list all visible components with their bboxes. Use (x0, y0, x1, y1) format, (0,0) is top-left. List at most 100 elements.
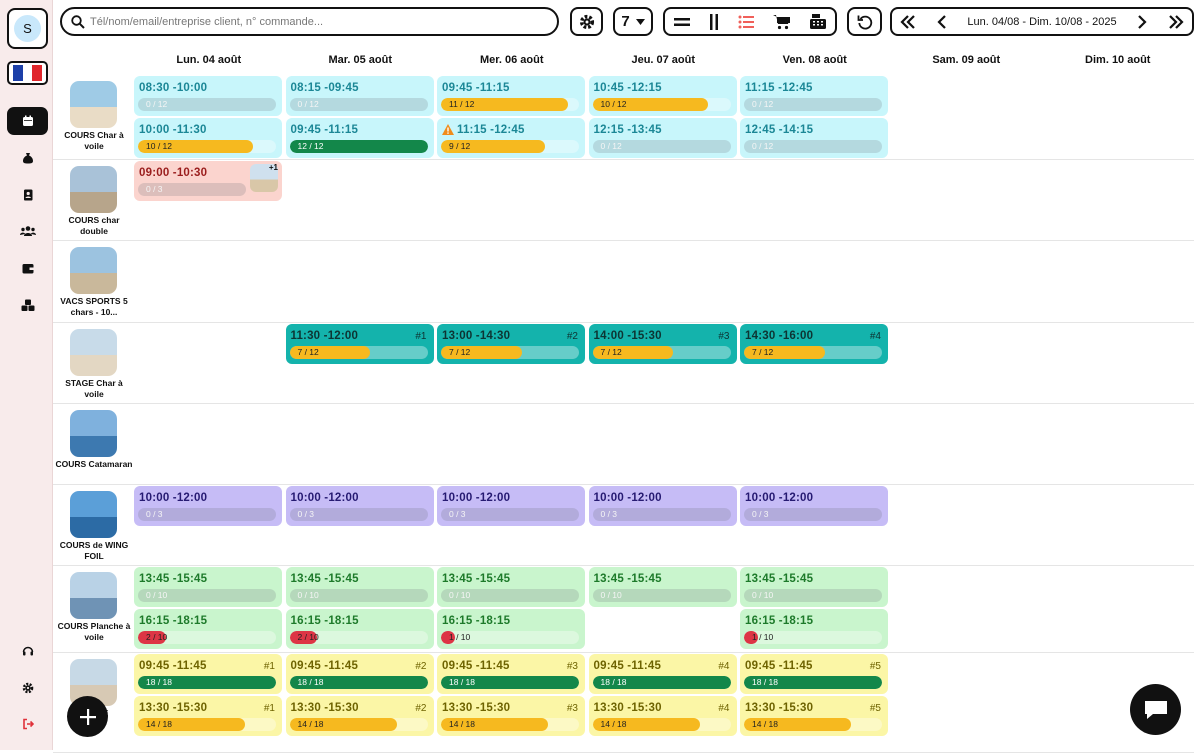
slot-card[interactable]: 16:15 -18:15 2 / 10 (134, 609, 282, 649)
days-select[interactable]: 7 (613, 7, 653, 36)
slot-card[interactable]: 09:45 -11:45 #5 18 / 18 (740, 654, 888, 694)
slot-card[interactable]: 14:30 -16:00 #4 7 / 12 (740, 324, 888, 364)
activity-name: COURS Planche à voile (57, 621, 131, 642)
capacity-fill (592, 346, 673, 359)
slot-time: 09:45 -11:45 (139, 660, 207, 672)
calendar-icon (22, 115, 33, 126)
slot-card[interactable]: 09:45 -11:45 #3 18 / 18 (437, 654, 585, 694)
logout-nav[interactable] (7, 710, 48, 738)
next-month-button[interactable] (1168, 14, 1184, 29)
capacity-bar: 0 / 3 (289, 508, 428, 521)
capacity-label: 0 / 10 (146, 590, 168, 600)
capacity-bar: 18 / 18 (592, 676, 731, 689)
slot-card[interactable]: 13:00 -14:30 #2 7 / 12 (437, 324, 585, 364)
customers-nav[interactable] (7, 217, 48, 245)
slot-card[interactable]: 16:15 -18:15 1 / 10 (437, 609, 585, 649)
capacity-label: 2 / 10 (297, 632, 319, 642)
slot-card[interactable]: 13:45 -15:45 0 / 10 (740, 567, 888, 607)
slot-tag: #4 (718, 703, 730, 714)
account-button[interactable]: S (7, 8, 48, 49)
columns-view-button[interactable] (709, 13, 719, 30)
slot-card[interactable]: 09:45 -11:45 #1 18 / 18 (134, 654, 282, 694)
settings-button[interactable] (570, 7, 603, 36)
slot-card[interactable]: 09:45 -11:15 12 / 12 (285, 118, 434, 158)
day-header: Lun. 04 août (176, 54, 242, 66)
slot-card[interactable]: 16:15 -18:15 1 / 10 (740, 609, 888, 649)
wallet-icon (22, 263, 33, 273)
slot-card[interactable]: 10:00 -12:00 0 / 3 (740, 486, 888, 526)
capacity-label: 18 / 18 (146, 677, 172, 687)
next-week-button[interactable] (1137, 14, 1147, 29)
slot-time: 10:00 -12:00 (593, 492, 662, 504)
slot-card[interactable]: 09:00 -10:30 +1 0 / 3 (134, 161, 282, 201)
slot-time: 13:45 -15:45 (442, 573, 511, 585)
slot-tag: #4 (718, 661, 730, 672)
slot-card[interactable]: 13:45 -15:45 0 / 10 (134, 567, 282, 607)
capacity-bar: 14 / 18 (744, 718, 882, 731)
wallet-nav[interactable] (7, 254, 48, 282)
calendar-nav[interactable] (7, 107, 48, 135)
slot-card[interactable]: 09:45 -11:15 11 / 12 (437, 76, 585, 116)
contacts-nav[interactable] (7, 181, 48, 209)
slot-card[interactable]: 11:15 -12:45 9 / 12 (437, 118, 585, 158)
slot-card[interactable]: 13:30 -15:30 #3 14 / 18 (437, 696, 585, 736)
slot-card[interactable]: 16:15 -18:15 2 / 10 (285, 609, 434, 649)
capacity-label: 0 / 12 (146, 99, 168, 109)
slot-card[interactable]: 10:45 -12:15 10 / 12 (588, 76, 737, 116)
support-nav[interactable] (7, 637, 48, 665)
slot-card[interactable]: 09:45 -11:45 #2 18 / 18 (285, 654, 434, 694)
slot-card[interactable]: 13:45 -15:45 0 / 10 (437, 567, 585, 607)
date-navigator: Lun. 04/08 - Dim. 10/08 - 2025 (890, 7, 1194, 36)
slot-card[interactable]: 11:30 -12:00 #1 7 / 12 (285, 324, 434, 364)
products-nav[interactable] (7, 291, 48, 319)
slot-card[interactable]: 12:45 -14:15 0 / 12 (740, 118, 888, 158)
capacity-bar: 14 / 18 (289, 718, 428, 731)
add-button[interactable] (67, 696, 108, 737)
slot-card[interactable]: 10:00 -12:00 0 / 3 (437, 486, 585, 526)
slot-card[interactable]: 09:45 -11:45 #4 18 / 18 (588, 654, 737, 694)
slot-card[interactable]: 11:15 -12:45 0 / 12 (740, 76, 888, 116)
slot-time: 13:30 -15:30 (290, 702, 359, 714)
warning-icon (442, 124, 454, 135)
slot-card[interactable]: 10:00 -12:00 0 / 3 (134, 486, 282, 526)
list-view-button[interactable] (738, 15, 754, 29)
capacity-bar: 1 / 10 (744, 631, 882, 644)
language-flag[interactable] (7, 61, 48, 85)
capacity-fill (289, 718, 397, 731)
rows-view-button[interactable] (674, 17, 691, 27)
capacity-label: 18 / 18 (297, 677, 324, 687)
capacity-label: 0 / 10 (449, 590, 471, 600)
slot-card[interactable]: 14:00 -15:30 #3 7 / 12 (588, 324, 737, 364)
slot-card[interactable]: 13:30 -15:30 #1 14 / 18 (134, 696, 282, 736)
slot-card[interactable]: 10:00 -12:00 0 / 3 (285, 486, 434, 526)
slot-card[interactable]: 13:30 -15:30 #4 14 / 18 (588, 696, 737, 736)
slot-card[interactable]: 08:15 -09:45 0 / 12 (285, 76, 434, 116)
capacity-fill (138, 140, 253, 153)
prev-month-button[interactable] (900, 14, 916, 29)
prev-week-button[interactable] (937, 14, 947, 29)
slot-card[interactable]: 13:45 -15:45 0 / 10 (588, 567, 737, 607)
capacity-label: 1 / 10 (449, 632, 471, 642)
capacity-label: 0 / 10 (752, 590, 774, 600)
slot-card[interactable]: 10:00 -12:00 0 / 3 (588, 486, 737, 526)
refresh-button[interactable] (847, 7, 882, 36)
slot-card[interactable]: 10:00 -11:30 10 / 12 (134, 118, 282, 158)
slot-card[interactable]: 13:45 -15:45 0 / 10 (285, 567, 434, 607)
cart-button[interactable] (772, 14, 791, 30)
capacity-bar: 2 / 10 (138, 631, 276, 644)
slot-tag: #2 (415, 661, 427, 672)
slot-card[interactable]: 08:30 -10:00 0 / 12 (134, 76, 282, 116)
slot-card[interactable]: 12:15 -13:45 0 / 12 (588, 118, 737, 158)
slot-card[interactable]: 13:30 -15:30 #2 14 / 18 (285, 696, 434, 736)
register-button[interactable] (809, 14, 826, 29)
settings-nav[interactable] (7, 674, 48, 702)
search-box[interactable]: Tél/nom/email/entreprise client, n° comm… (60, 7, 559, 36)
activity-name: STAGE Char à voile (65, 378, 123, 399)
capacity-label: 14 / 18 (752, 719, 778, 729)
activity-thumbnail (70, 81, 117, 128)
slot-time: 13:30 -15:30 (139, 702, 208, 714)
slot-card[interactable]: 13:30 -15:30 #5 14 / 18 (740, 696, 888, 736)
moneybag-icon (22, 153, 33, 164)
chat-button[interactable] (1130, 684, 1181, 735)
money-nav[interactable] (7, 144, 48, 172)
